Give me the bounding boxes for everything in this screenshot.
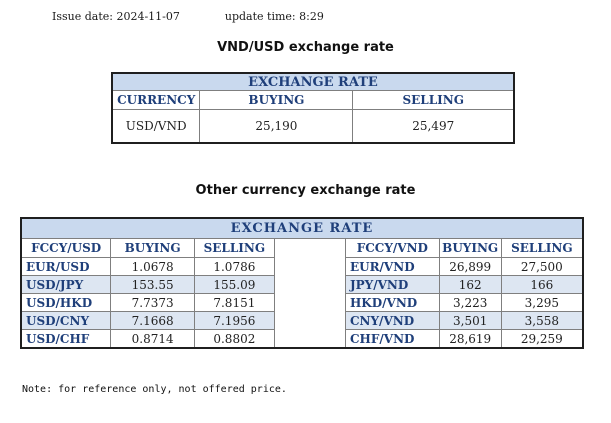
- vnd-usd-table: EXCHANGE RATE CURRENCY BUYING SELLING US…: [111, 72, 515, 144]
- vnd-usd-band: EXCHANGE RATE: [111, 72, 515, 91]
- left-pair: USD/HKD: [20, 293, 112, 312]
- usd-vnd-selling: 25,497: [352, 109, 515, 144]
- left-pair: USD/CNY: [20, 311, 112, 330]
- left-selling: 0.8802: [193, 329, 275, 349]
- table-row: USD/CNY 7.1668 7.1956 CNY/VND 3,501 3,55…: [20, 311, 584, 330]
- right-pair: EUR/VND: [344, 257, 440, 276]
- reference-note: Note: for reference only, not offered pr…: [22, 384, 287, 395]
- header-right-selling: SELLING: [500, 238, 584, 258]
- issue-date: 2024-11-07: [116, 10, 180, 23]
- left-selling: 1.0786: [193, 257, 275, 276]
- column-spacer: [273, 238, 346, 349]
- header-right-buying: BUYING: [438, 238, 502, 258]
- usd-vnd-pair: USD/VND: [111, 109, 201, 144]
- table-row: EUR/USD 1.0678 1.0786 EUR/VND 26,899 27,…: [20, 257, 584, 276]
- left-pair: USD/CHF: [20, 329, 112, 349]
- right-selling: 3,295: [500, 293, 584, 312]
- issue-meta: Issue date: 2024-11-07 update time: 8:29: [52, 10, 324, 23]
- header-buying: BUYING: [199, 90, 354, 110]
- table-row: USD/CHF 0.8714 0.8802 CHF/VND 28,619 29,…: [20, 329, 584, 349]
- usd-vnd-buying: 25,190: [199, 109, 354, 144]
- right-pair: HKD/VND: [344, 293, 440, 312]
- update-time-label: update time:: [224, 10, 296, 23]
- left-selling: 7.8151: [193, 293, 275, 312]
- other-title: Other currency exchange rate: [195, 183, 416, 198]
- left-pair: USD/JPY: [20, 275, 112, 294]
- left-buying: 1.0678: [110, 257, 195, 276]
- right-pair: CNY/VND: [344, 311, 440, 330]
- left-selling: 7.1956: [193, 311, 275, 330]
- right-buying: 26,899: [438, 257, 502, 276]
- header-selling: SELLING: [352, 90, 515, 110]
- issue-date-label: Issue date:: [52, 10, 113, 23]
- right-selling: 166: [500, 275, 584, 294]
- header-currency: CURRENCY: [111, 90, 201, 110]
- vnd-usd-title: VND/USD exchange rate: [217, 40, 394, 55]
- table-row: USD/JPY 153.55 155.09 JPY/VND 162 166: [20, 275, 584, 294]
- right-pair: JPY/VND: [344, 275, 440, 294]
- other-rates-table: EXCHANGE RATE FCCY/USD BUYING SELLING FC…: [20, 217, 584, 349]
- header-fccy-usd: FCCY/USD: [20, 238, 112, 258]
- left-pair: EUR/USD: [20, 257, 112, 276]
- update-time: 8:29: [299, 10, 324, 23]
- left-buying: 7.1668: [110, 311, 195, 330]
- right-selling: 29,259: [500, 329, 584, 349]
- header-left-selling: SELLING: [193, 238, 275, 258]
- right-buying: 28,619: [438, 329, 502, 349]
- left-buying: 7.7373: [110, 293, 195, 312]
- right-buying: 3,223: [438, 293, 502, 312]
- right-buying: 162: [438, 275, 502, 294]
- right-selling: 3,558: [500, 311, 584, 330]
- left-selling: 155.09: [193, 275, 275, 294]
- left-buying: 153.55: [110, 275, 195, 294]
- right-selling: 27,500: [500, 257, 584, 276]
- header-left-buying: BUYING: [110, 238, 195, 258]
- right-pair: CHF/VND: [344, 329, 440, 349]
- header-fccy-vnd: FCCY/VND: [344, 238, 440, 258]
- table-row: USD/HKD 7.7373 7.8151 HKD/VND 3,223 3,29…: [20, 293, 584, 312]
- other-band: EXCHANGE RATE: [20, 217, 584, 239]
- left-buying: 0.8714: [110, 329, 195, 349]
- right-buying: 3,501: [438, 311, 502, 330]
